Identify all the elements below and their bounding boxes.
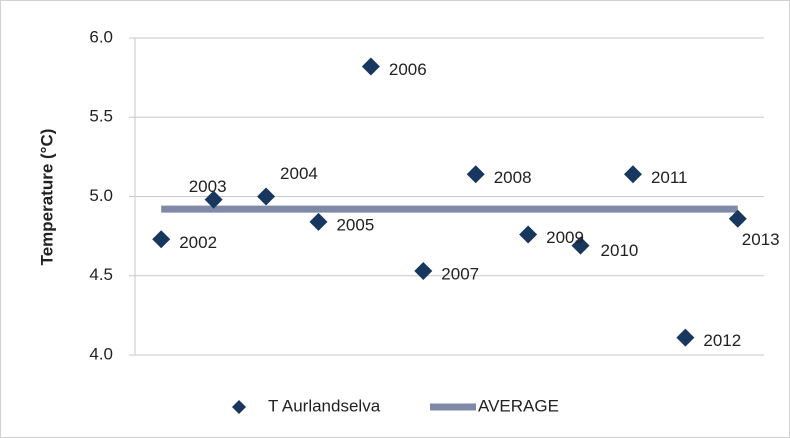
point-label: 2011: [651, 168, 688, 187]
data-point: [414, 261, 433, 280]
point-label: 2007: [441, 264, 479, 283]
data-point: [676, 328, 695, 347]
y-axis-title: Temperature (°C): [37, 129, 56, 266]
data-point: [466, 165, 485, 184]
point-label: 2002: [179, 233, 217, 252]
data-point: [152, 230, 171, 249]
data-point: [519, 225, 538, 244]
point-label: 2005: [336, 215, 374, 234]
data-point: [309, 212, 328, 231]
point-label: 2003: [189, 177, 227, 196]
data-point: [571, 236, 590, 255]
point-label: 2008: [494, 168, 532, 187]
point-label: 2006: [389, 60, 427, 79]
legend-label: AVERAGE: [478, 396, 559, 415]
point-label: 2004: [280, 164, 318, 183]
data-point: [728, 209, 747, 228]
y-tick-label: 4.5: [89, 265, 113, 284]
y-tick-label: 5.5: [89, 107, 113, 126]
point-label: 2010: [601, 241, 639, 260]
point-label: 2012: [703, 331, 741, 350]
point-label: 2013: [742, 230, 780, 249]
legend-marker: [232, 400, 246, 414]
y-tick-label: 4.0: [89, 344, 113, 363]
data-point: [361, 57, 380, 76]
y-tick-label: 5.0: [89, 186, 113, 205]
data-point: [257, 187, 276, 206]
data-point: [204, 190, 223, 209]
point-label: 2009: [546, 228, 584, 247]
legend-label: T Aurlandselva: [268, 396, 381, 415]
y-tick-label: 6.0: [89, 27, 113, 46]
data-point: [623, 165, 642, 184]
